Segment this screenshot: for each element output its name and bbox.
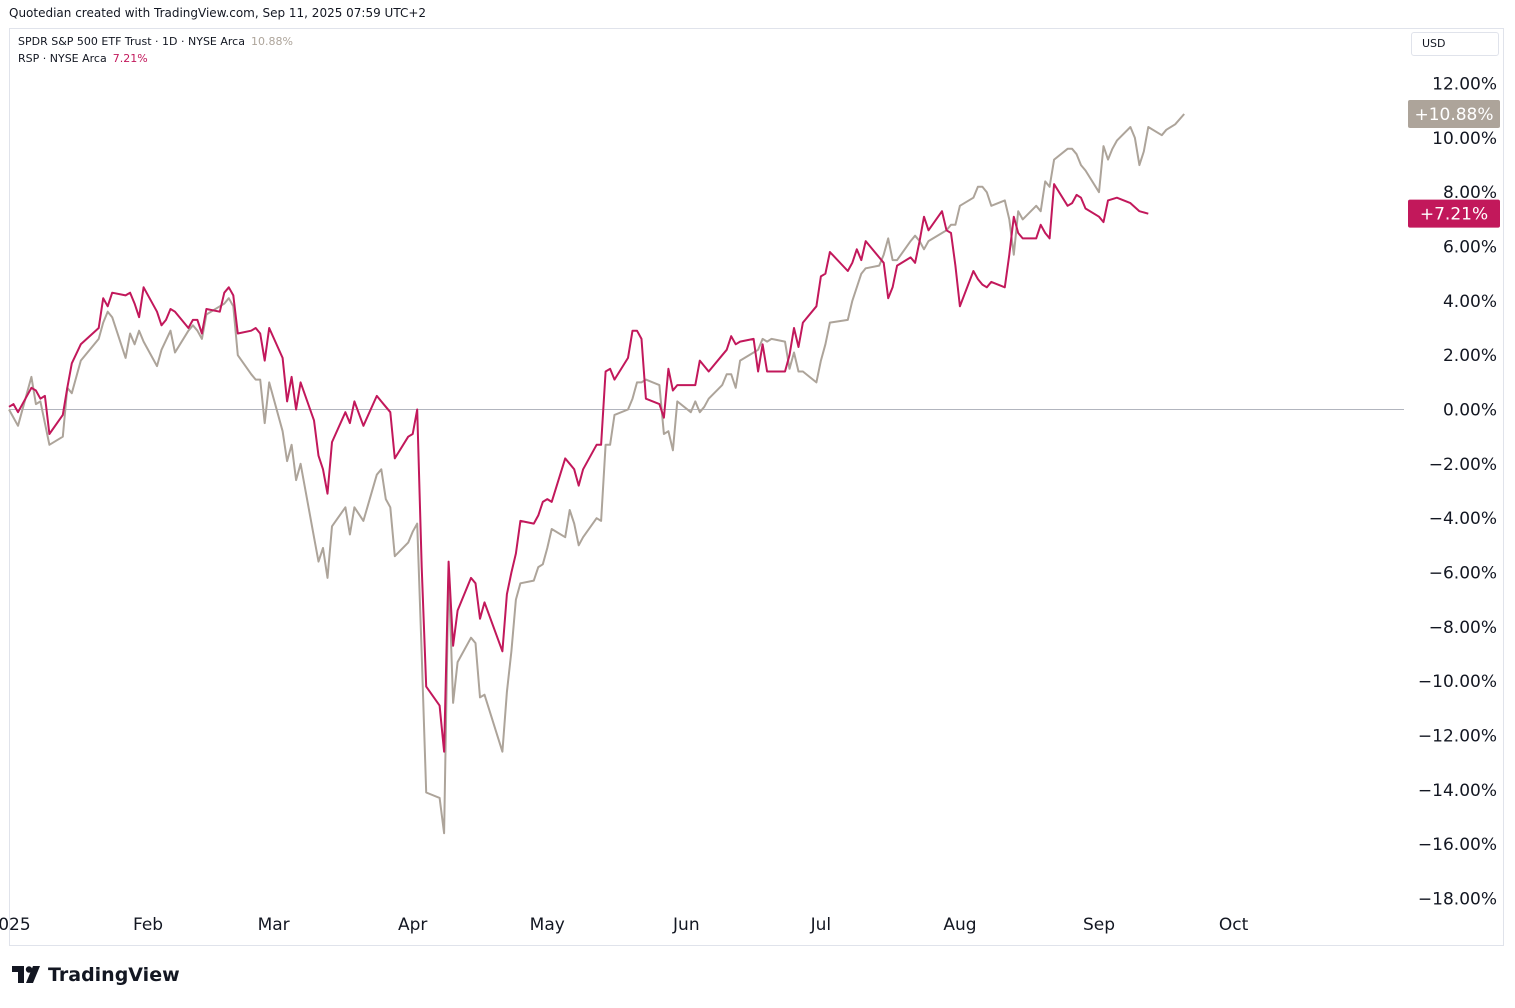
legend-rsp-value: 7.21% <box>112 52 148 65</box>
chart-frame[interactable] <box>9 28 1504 946</box>
legend-rsp[interactable]: RSP · NYSE Arca 7.21% <box>18 52 148 65</box>
attribution-text: Quotedian created with TradingView.com, … <box>9 6 427 20</box>
brand-name: TradingView <box>48 964 180 986</box>
tradingview-logo-icon <box>12 966 40 983</box>
currency-button[interactable]: USD <box>1411 32 1499 56</box>
legend-rsp-label: RSP · NYSE Arca <box>18 52 107 65</box>
legend-spy[interactable]: SPDR S&P 500 ETF Trust · 1D · NYSE Arca 1… <box>18 35 293 48</box>
legend-spy-value: 10.88% <box>250 35 293 48</box>
legend-spy-label: SPDR S&P 500 ETF Trust · 1D · NYSE Arca <box>18 35 245 48</box>
tradingview-brand[interactable]: TradingView <box>12 964 180 986</box>
